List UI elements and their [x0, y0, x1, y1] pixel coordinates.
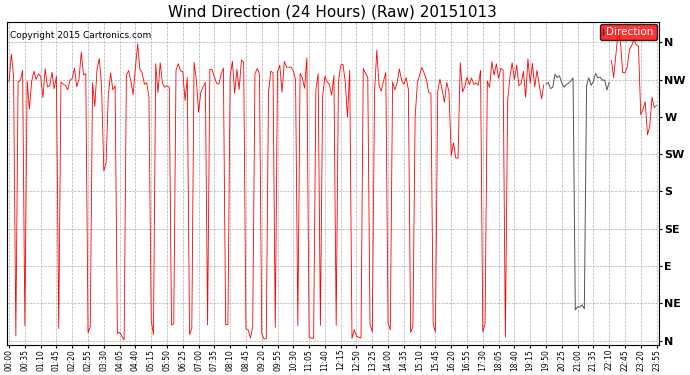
- Text: Copyright 2015 Cartronics.com: Copyright 2015 Cartronics.com: [10, 32, 151, 40]
- Legend: Direction: Direction: [600, 24, 657, 40]
- Title: Wind Direction (24 Hours) (Raw) 20151013: Wind Direction (24 Hours) (Raw) 20151013: [168, 4, 497, 19]
